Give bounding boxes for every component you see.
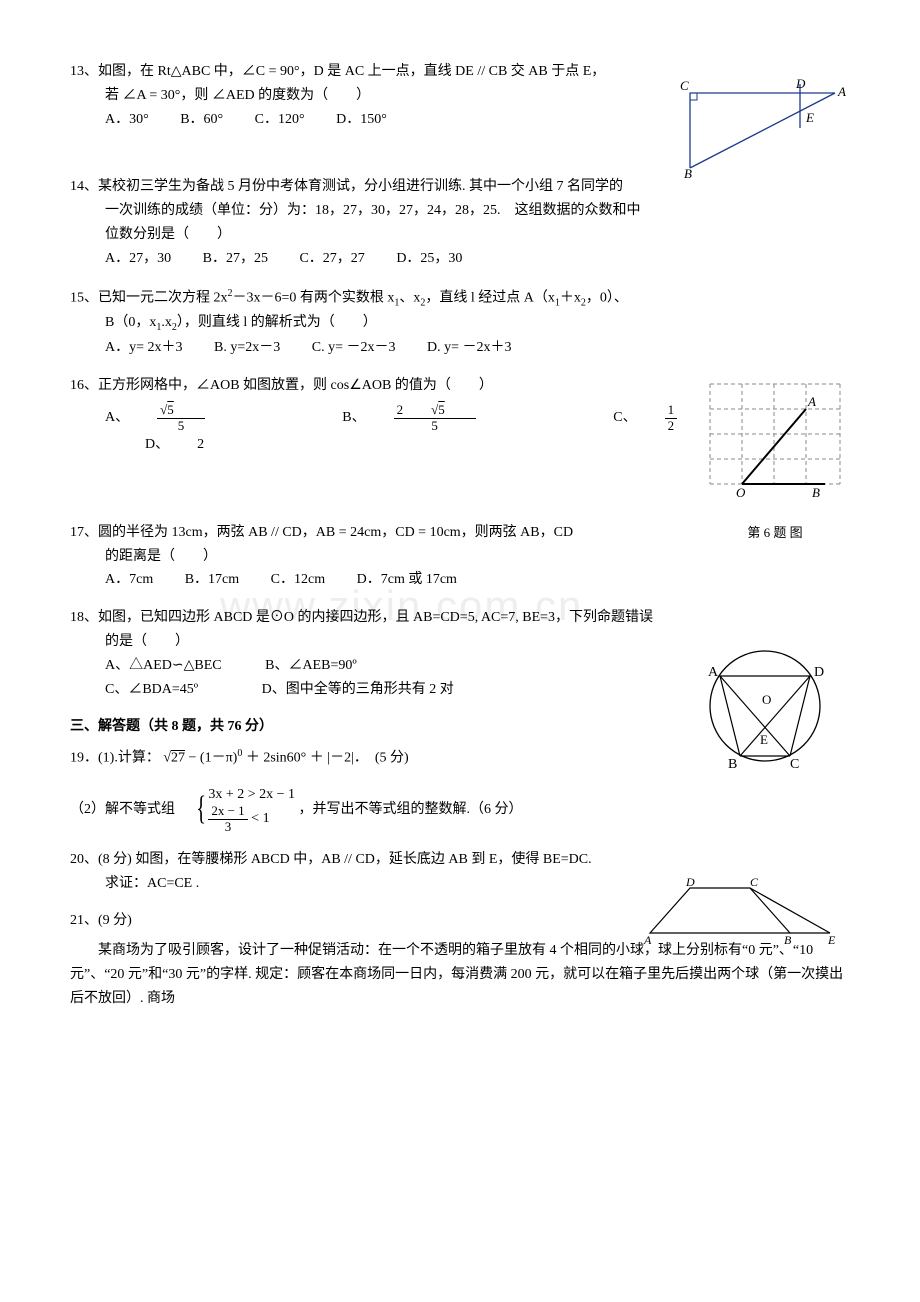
- q16-opt-b: B、2√55: [342, 403, 531, 433]
- q14-opt-c: C．27，27: [299, 247, 364, 271]
- svg-text:A: A: [643, 933, 652, 947]
- svg-text:B: B: [728, 757, 737, 772]
- q18-opt-b: B、∠AEB=90º: [265, 654, 357, 678]
- q18-opt-d: D、图中全等的三角形共有 2 对: [262, 678, 454, 702]
- q16-opt-d: D、2: [145, 433, 232, 457]
- q18-opt-a: A、△AED∽△BEC: [105, 654, 222, 678]
- q15-opt-c: C. y= －2x－3: [312, 336, 396, 360]
- q17-opt-b: B．17cm: [185, 568, 239, 592]
- q14-options: A．27，30 B．27，25 C．27，27 D．25，30: [70, 247, 850, 271]
- q17-options: A．7cm B．17cm C．12cm D．7cm 或 17cm: [70, 568, 850, 592]
- q19-num: 19．: [70, 751, 98, 766]
- q19-part2: （2）解不等式组 { 3x + 2 > 2x − 1 2x − 13 < 1 ，…: [70, 785, 850, 834]
- q16-text: 正方形网格中，∠AOB 如图放置，则 cos∠AOB 的值为（ ）: [98, 378, 493, 393]
- q15-opt-a: A．y= 2x＋3: [105, 336, 183, 360]
- q21-num: 21、: [70, 913, 98, 928]
- q17-opt-a: A．7cm: [105, 568, 153, 592]
- svg-text:E: E: [827, 933, 836, 947]
- svg-text:D: D: [814, 665, 824, 680]
- svg-text:E: E: [805, 110, 814, 125]
- q16-num: 16、: [70, 378, 98, 393]
- q18-num: 18、: [70, 610, 98, 625]
- q15-opt-b: B. y=2x－3: [214, 336, 280, 360]
- q14-opt-d: D．25，30: [396, 247, 462, 271]
- svg-text:A: A: [807, 394, 816, 409]
- q13-opt-b: B．60°: [180, 108, 223, 132]
- q14-opt-a: A．27，30: [105, 247, 171, 271]
- q13-opt-a: A．30°: [105, 108, 149, 132]
- svg-text:C: C: [790, 757, 799, 772]
- q15-opt-d: D. y= －2x＋3: [427, 336, 512, 360]
- svg-text:O: O: [736, 485, 746, 500]
- q17-opt-c: C．12cm: [271, 568, 325, 592]
- q16-opt-a: A、√55: [105, 403, 261, 433]
- question-15: 15、已知一元二次方程 2x2－3x－6=0 有两个实数根 x1、x2，直线 l…: [70, 285, 850, 360]
- q13-num: 13、: [70, 64, 98, 79]
- q20-num: 20、: [70, 852, 98, 867]
- q14-num: 14、: [70, 179, 98, 194]
- svg-text:B: B: [812, 485, 820, 500]
- svg-text:D: D: [685, 878, 695, 889]
- svg-text:A: A: [708, 665, 719, 680]
- svg-text:D: D: [795, 78, 806, 91]
- q21-text: (9 分): [98, 913, 132, 928]
- svg-text:A: A: [837, 84, 846, 99]
- svg-text:B: B: [684, 166, 692, 178]
- q13-opt-d: D．150°: [336, 108, 387, 132]
- svg-text:B: B: [784, 933, 792, 947]
- question-18: 18、如图，已知四边形 ABCD 是⊙O 的内接四边形，且 AB=CD=5, A…: [70, 606, 850, 701]
- q15-num: 15、: [70, 290, 98, 305]
- svg-text:O: O: [762, 692, 771, 707]
- q14-line2: 一次训练的成绩（单位：分）为：18，27，30，27，24，28，25. 这组数…: [70, 199, 850, 223]
- q18-figure: A D B C O E: [690, 636, 840, 785]
- q17-line2: 的距离是（ ）: [70, 545, 850, 569]
- question-13: 13、如图，在 Rt△ABC 中，∠C = 90°，D 是 AC 上一点，直线 …: [70, 60, 850, 131]
- q16-caption: 第 6 题 图: [700, 522, 850, 544]
- q14-line3: 位数分别是（ ）: [70, 223, 850, 247]
- q20-text: (8 分) 如图，在等腰梯形 ABCD 中，AB // CD，延长底边 AB 到…: [98, 852, 592, 867]
- svg-text:C: C: [750, 878, 759, 889]
- question-16: 16、正方形网格中，∠AOB 如图放置，则 cos∠AOB 的值为（ ） A、√…: [70, 374, 850, 457]
- question-20: 20、(8 分) 如图，在等腰梯形 ABCD 中，AB // CD，延长底边 A…: [70, 848, 850, 896]
- q18-opt-c: C、∠BDA=45º: [105, 678, 198, 702]
- q17-opt-d: D．7cm 或 17cm: [357, 568, 457, 592]
- svg-text:E: E: [760, 732, 768, 747]
- q16-figure: A O B 第 6 题 图: [700, 374, 850, 545]
- q14-text: 某校初三学生为备战 5 月份中考体育测试，分小组进行训练. 其中一个小组 7 名…: [98, 179, 623, 194]
- q17-text: 圆的半径为 13cm，两弦 AB // CD，AB = 24cm，CD = 10…: [98, 525, 573, 540]
- q15-options: A．y= 2x＋3 B. y=2x－3 C. y= －2x－3 D. y= －2…: [70, 336, 850, 360]
- svg-text:C: C: [680, 78, 689, 93]
- q18-text: 如图，已知四边形 ABCD 是⊙O 的内接四边形，且 AB=CD=5, AC=7…: [98, 610, 653, 625]
- q13-figure: C D A E B: [670, 78, 850, 187]
- q14-opt-b: B．27，25: [203, 247, 268, 271]
- q13-opt-c: C．120°: [255, 108, 305, 132]
- q13-text: 如图，在 Rt△ABC 中，∠C = 90°，D 是 AC 上一点，直线 DE …: [98, 64, 605, 79]
- q20-figure: D C A B E: [640, 878, 840, 957]
- question-14: 14、某校初三学生为备战 5 月份中考体育测试，分小组进行训练. 其中一个小组 …: [70, 175, 850, 270]
- q17-num: 17、: [70, 525, 98, 540]
